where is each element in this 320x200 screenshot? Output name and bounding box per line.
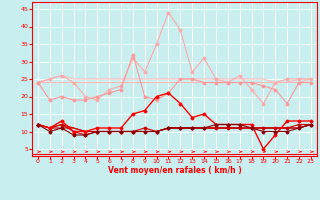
X-axis label: Vent moyen/en rafales ( km/h ): Vent moyen/en rafales ( km/h ) <box>108 166 241 175</box>
